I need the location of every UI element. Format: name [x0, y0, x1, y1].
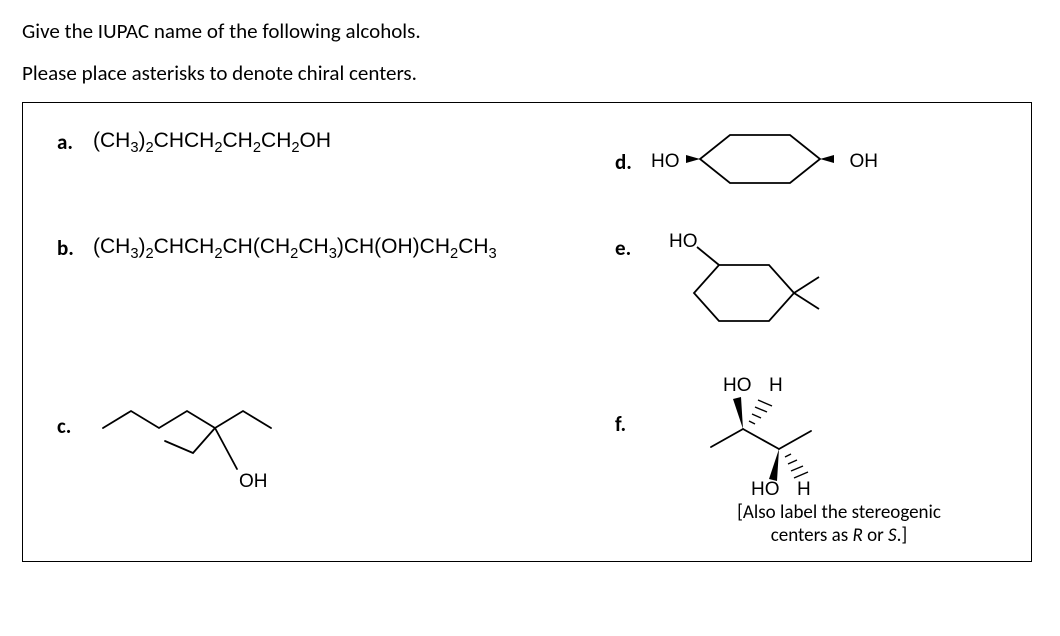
problems-box: a. (CH3)2CHCH2CH2CH2OH b. (CH3)2CHCH2CH(…	[22, 102, 1032, 562]
item-a-label: a.	[57, 129, 81, 155]
item-f-top-ho: HO	[723, 375, 752, 396]
item-c-label: c.	[57, 413, 81, 439]
item-f: f. HO H	[615, 373, 861, 507]
item-f-top-h: H	[769, 375, 783, 396]
item-f-label: f.	[615, 411, 639, 437]
prompt-line-2: Please place asterisks to denote chiral …	[22, 60, 1038, 86]
footnote-end: .]	[897, 524, 908, 547]
item-e: e. HO	[615, 229, 851, 351]
item-e-ho-text: HO	[669, 231, 698, 252]
item-d-oh-text: OH	[850, 151, 879, 173]
item-e-structure: HO	[651, 229, 851, 351]
item-d-label: d.	[615, 149, 639, 175]
item-f-bot-h: H	[797, 479, 811, 500]
footnote-r: R	[852, 524, 862, 547]
footnote-s: S	[888, 524, 897, 547]
item-d: d. HO OH	[615, 123, 878, 201]
item-c-oh-text: OH	[239, 471, 268, 492]
item-d-structure	[680, 123, 850, 201]
footnote-line1: [Also label the stereogenic	[689, 501, 989, 524]
item-e-label: e.	[615, 235, 639, 261]
item-b-label: b.	[57, 235, 81, 261]
item-a-formula: (CH3)2CHCH2CH2CH2OH	[93, 129, 331, 156]
item-d-ho-text: HO	[651, 151, 680, 173]
item-b-formula: (CH3)2CHCH2CH(CH2CH3)CH(OH)CH2CH3	[93, 235, 497, 262]
item-f-footnote: [Also label the stereogenic centers as R…	[689, 501, 989, 547]
prompt-line-1: Give the IUPAC name of the following alc…	[22, 18, 1038, 44]
footnote-prefix: centers as	[771, 524, 853, 547]
item-c: c. OH	[57, 383, 313, 519]
item-a: a. (CH3)2CHCH2CH2CH2OH	[57, 129, 331, 156]
item-b: b. (CH3)2CHCH2CH(CH2CH3)CH(OH)CH2CH3	[57, 235, 497, 262]
footnote-or: or	[863, 524, 888, 547]
item-f-structure: HO H	[651, 373, 861, 507]
item-c-structure: OH	[93, 383, 313, 519]
item-f-bot-ho: HO	[751, 479, 780, 500]
footnote-line2: centers as R or S.]	[689, 524, 989, 547]
